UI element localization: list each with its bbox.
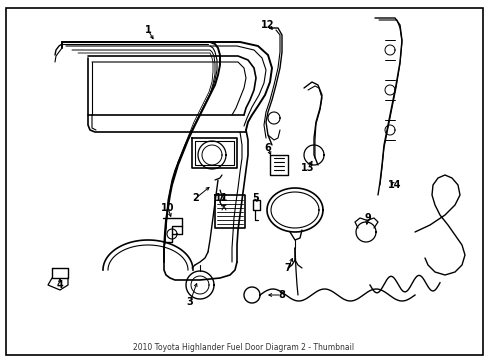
Text: 12: 12 [261,20,274,30]
Text: 1: 1 [144,25,151,35]
Text: 6: 6 [264,143,271,153]
Text: 9: 9 [364,213,370,223]
Text: 13: 13 [301,163,314,173]
Text: 8: 8 [278,290,285,300]
Text: 11: 11 [215,193,228,203]
Text: 4: 4 [57,280,63,290]
Text: 7: 7 [284,263,291,273]
Text: 3: 3 [186,297,193,307]
Text: 2010 Toyota Highlander Fuel Door Diagram 2 - Thumbnail: 2010 Toyota Highlander Fuel Door Diagram… [133,343,354,352]
Text: 10: 10 [161,203,174,213]
Text: 5: 5 [252,193,259,203]
Text: 14: 14 [387,180,401,190]
Text: 2: 2 [192,193,199,203]
